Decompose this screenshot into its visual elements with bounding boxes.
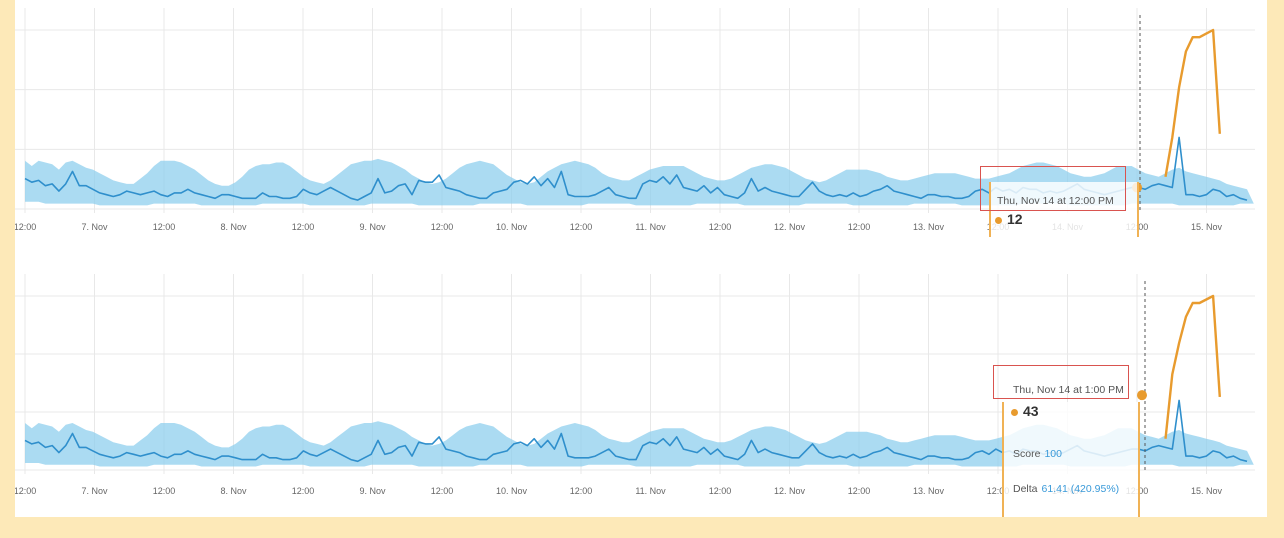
expected-range-band [25,158,1254,206]
x-tick-label: 12:00 [15,222,36,232]
x-tick-label: 9. Nov [359,486,386,496]
chart-frame: 12:00 7. Nov 12:00 8. Nov 12:00 9. Nov 12:00 10… [14,0,1267,517]
tooltip-value-bottom: 43 [1011,403,1039,419]
series-dot-icon [995,216,1002,224]
x-tick-label: 15. Nov [1191,486,1223,496]
x-tick-label: 8. Nov [220,222,247,232]
x-tick-label: 12:00 [987,486,1010,496]
x-tick-label: 12:00 [15,486,36,496]
tooltip-date-highlight-bottom [993,365,1129,399]
expected-range-band [25,421,1254,467]
series-dot-icon [1011,408,1018,416]
tooltip-date-highlight-top [980,166,1126,211]
x-tick-label: 12:00 [709,222,732,232]
anomaly-series-line [1164,294,1221,439]
x-tick-label: 9. Nov [359,222,386,232]
chart-svg-bottom: 12:00 7. Nov 12:00 8. Nov 12:00 9. Nov 12:00 10… [14,274,1255,496]
x-tick-label: 12:00 [153,486,176,496]
x-tick-label: 12. Nov [774,222,806,232]
x-tick-label: 10. Nov [496,222,528,232]
anomaly-series-line [1164,28,1221,178]
x-tick-label: 11. Nov [635,222,666,232]
x-tick-label: 10. Nov [496,486,528,496]
x-tick-label: 13. Nov [913,486,945,496]
tooltip-top [989,182,1139,237]
tooltip-bottom [1002,402,1140,517]
tooltip-score-row: Score 100 [1013,448,1062,460]
x-tick-label: 12:00 [709,486,732,496]
x-tick-label: 13. Nov [913,222,945,232]
x-tick-label: 7. Nov [81,486,108,496]
anomaly-chart-bottom: 12:00 7. Nov 12:00 8. Nov 12:00 9. Nov 12:00 10… [14,266,1267,517]
hover-point[interactable] [1137,390,1147,401]
tooltip-delta-row: Delta 61.41 (420.95%) [1013,483,1120,495]
tooltip-date-top: Thu, Nov 14 at 12:00 PM [997,195,1114,207]
x-tick-label: 11. Nov [635,486,666,496]
x-tick-label: 12. Nov [774,486,806,496]
x-tick-label: 12:00 [570,222,593,232]
chart-svg-top: 12:00 7. Nov 12:00 8. Nov 12:00 9. Nov 12:00 10… [14,8,1255,232]
x-tick-label: 8. Nov [220,486,247,496]
tooltip-value-top: 12 [995,211,1023,227]
x-tick-label: 12:00 [848,486,871,496]
x-tick-label: 12:00 [153,222,176,232]
anomaly-chart-top: 12:00 7. Nov 12:00 8. Nov 12:00 9. Nov 12:00 10… [14,0,1267,250]
tooltip-date-bottom: Thu, Nov 14 at 1:00 PM [1013,384,1124,396]
x-tick-label: 12:00 [292,486,315,496]
x-tick-label: 12:00 [570,486,593,496]
x-tick-label: 7. Nov [81,222,108,232]
x-tick-label: 15. Nov [1191,222,1223,232]
x-tick-label: 12:00 [431,486,454,496]
x-tick-label: 12:00 [431,222,454,232]
x-tick-label: 12:00 [292,222,315,232]
x-tick-label: 12:00 [848,222,871,232]
